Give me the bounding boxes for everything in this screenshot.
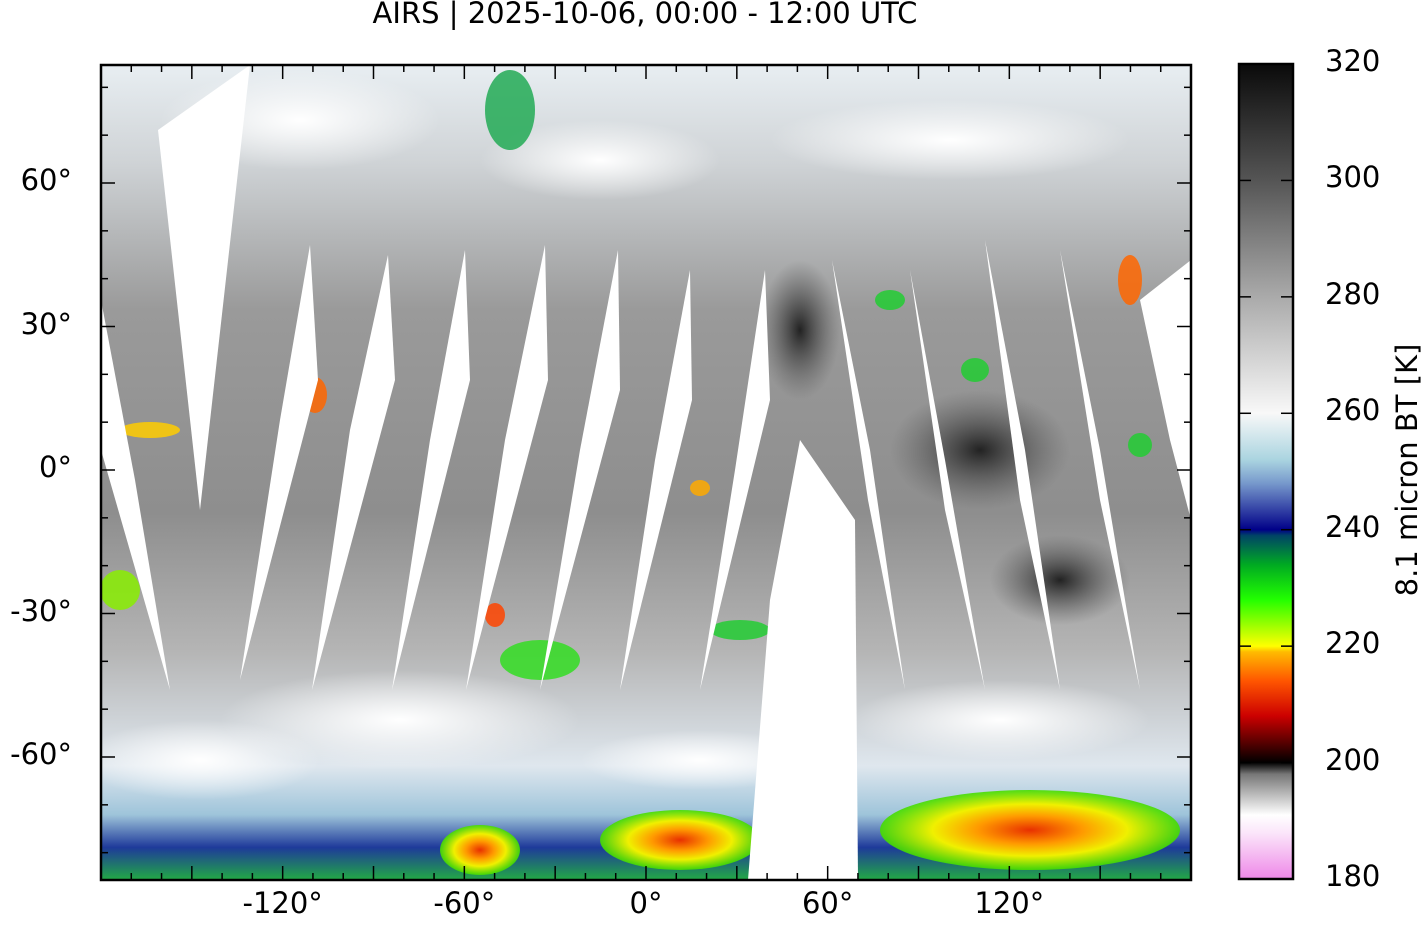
convective-cloud: [1128, 433, 1152, 457]
data-gap-swath: [158, 65, 250, 510]
data-gap-swath: [540, 250, 620, 690]
cloud-region: [480, 120, 720, 200]
colorbar-tick-label: 320: [1325, 44, 1381, 78]
cold-cloud-top-region: [880, 790, 1180, 870]
lat-tick-label: 0°: [39, 450, 72, 484]
lon-tick-label: 120°: [974, 886, 1045, 920]
lat-tick-label: -30°: [10, 593, 72, 628]
convective-cloud: [875, 290, 905, 310]
lon-tick-label: -60°: [433, 886, 496, 920]
convective-cloud: [690, 480, 710, 496]
data-gap-swath: [466, 245, 548, 690]
map-title: AIRS | 2025-10-06, 00:00 - 12:00 UTC: [372, 0, 918, 30]
data-gap-swath: [312, 255, 395, 690]
convective-cloud: [485, 70, 535, 150]
lat-tick-label: 60°: [20, 163, 72, 197]
colorbar-tick-label: 240: [1325, 509, 1381, 544]
lon-tick-label: -120°: [242, 886, 323, 920]
data-gap-swath: [620, 270, 692, 690]
colorbar-label: 8.1 micron BT [K]: [1390, 343, 1421, 597]
warm-surface-region: [990, 535, 1130, 625]
data-gap-swath: [392, 250, 470, 690]
convective-cloud: [101, 570, 140, 610]
data-gap-swath: [748, 440, 858, 880]
convective-cloud: [120, 422, 180, 438]
data-gap-swath: [1060, 250, 1140, 690]
cloud-region: [850, 680, 1150, 760]
lat-tick-label: -60°: [10, 737, 72, 771]
data-gap-swath: [985, 240, 1060, 690]
convective-cloud: [500, 640, 580, 680]
convective-cloud: [961, 358, 989, 382]
data-gap-swath: [910, 270, 985, 690]
data-gap-swath: [700, 270, 770, 690]
warm-surface-region: [890, 390, 1070, 510]
lon-tick-label: 0°: [629, 886, 663, 920]
convective-cloud: [485, 603, 505, 627]
colorbar-ticks: [1239, 179, 1293, 764]
colorbar-tick-label: 300: [1325, 160, 1381, 195]
colorbar-tick-label: 200: [1325, 742, 1381, 777]
axis-ticks: [100, 65, 1192, 880]
data-gap-swath: [240, 245, 318, 680]
colorbar: [1237, 62, 1295, 881]
colorbar-tick-label: 280: [1325, 276, 1381, 311]
map-field: [101, 65, 1191, 880]
colorbar-tick-label: 220: [1325, 626, 1381, 661]
cold-cloud-top-region: [600, 810, 760, 870]
data-gap-swath: [1140, 260, 1191, 520]
convective-cloud: [1118, 255, 1142, 305]
warm-surface-region: [760, 260, 840, 400]
data-gap-swath: [101, 300, 170, 690]
data-gap-swath: [832, 260, 905, 690]
convective-cloud: [710, 620, 770, 640]
colorbar-tick-label: 260: [1325, 393, 1381, 428]
cloud-region: [101, 720, 320, 800]
lat-tick-label: 30°: [20, 306, 72, 341]
cold-cloud-top-region: [440, 825, 520, 875]
cloud-region: [770, 100, 1130, 180]
lon-tick-label: 60°: [801, 886, 854, 920]
colorbar-tick-label: 180: [1325, 859, 1381, 893]
